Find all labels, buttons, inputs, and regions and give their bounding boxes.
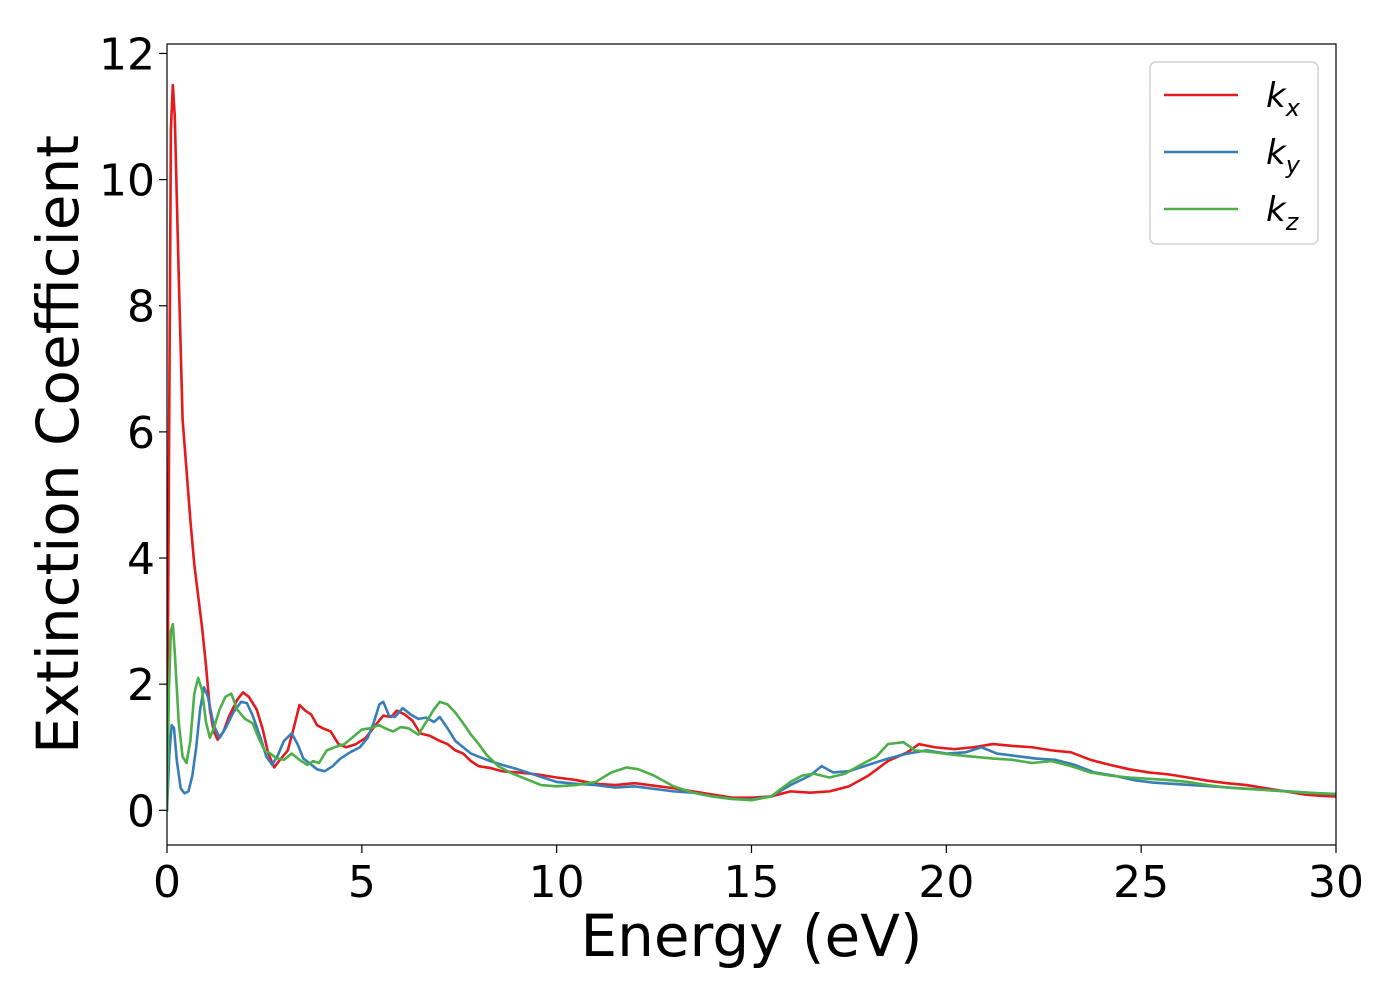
y-tick-label: 10 <box>99 156 155 207</box>
y-tick-label: 0 <box>127 786 155 837</box>
y-tick-label: 12 <box>99 29 155 80</box>
x-tick-label: 0 <box>153 857 181 908</box>
x-tick-label: 15 <box>724 857 780 908</box>
legend-label-kx: kx <box>1266 76 1301 122</box>
x-axis-label: Energy (eV) <box>580 902 922 970</box>
axis-ticks: 0 5 10 15 20 25 30 0 2 4 6 8 10 12 <box>99 29 1364 908</box>
series-layer <box>167 83 1336 812</box>
x-tick-label: 5 <box>348 857 376 908</box>
x-tick-label: 30 <box>1308 857 1364 908</box>
y-axis-label: Extinction Coefficient <box>24 135 92 754</box>
series-line-kz <box>167 622 1336 812</box>
x-tick-label: 20 <box>918 857 974 908</box>
legend: kx ky kz <box>1149 61 1319 245</box>
x-tick-label: 25 <box>1113 857 1169 908</box>
y-tick-label: 6 <box>127 408 155 459</box>
legend-label-kz: kz <box>1266 190 1300 236</box>
y-tick-label: 8 <box>127 282 155 333</box>
y-tick-label: 2 <box>127 660 155 711</box>
x-tick-label: 10 <box>529 857 585 908</box>
series-line-ky <box>167 686 1336 812</box>
y-tick-label: 4 <box>127 534 155 585</box>
legend-label-ky: ky <box>1266 133 1301 179</box>
